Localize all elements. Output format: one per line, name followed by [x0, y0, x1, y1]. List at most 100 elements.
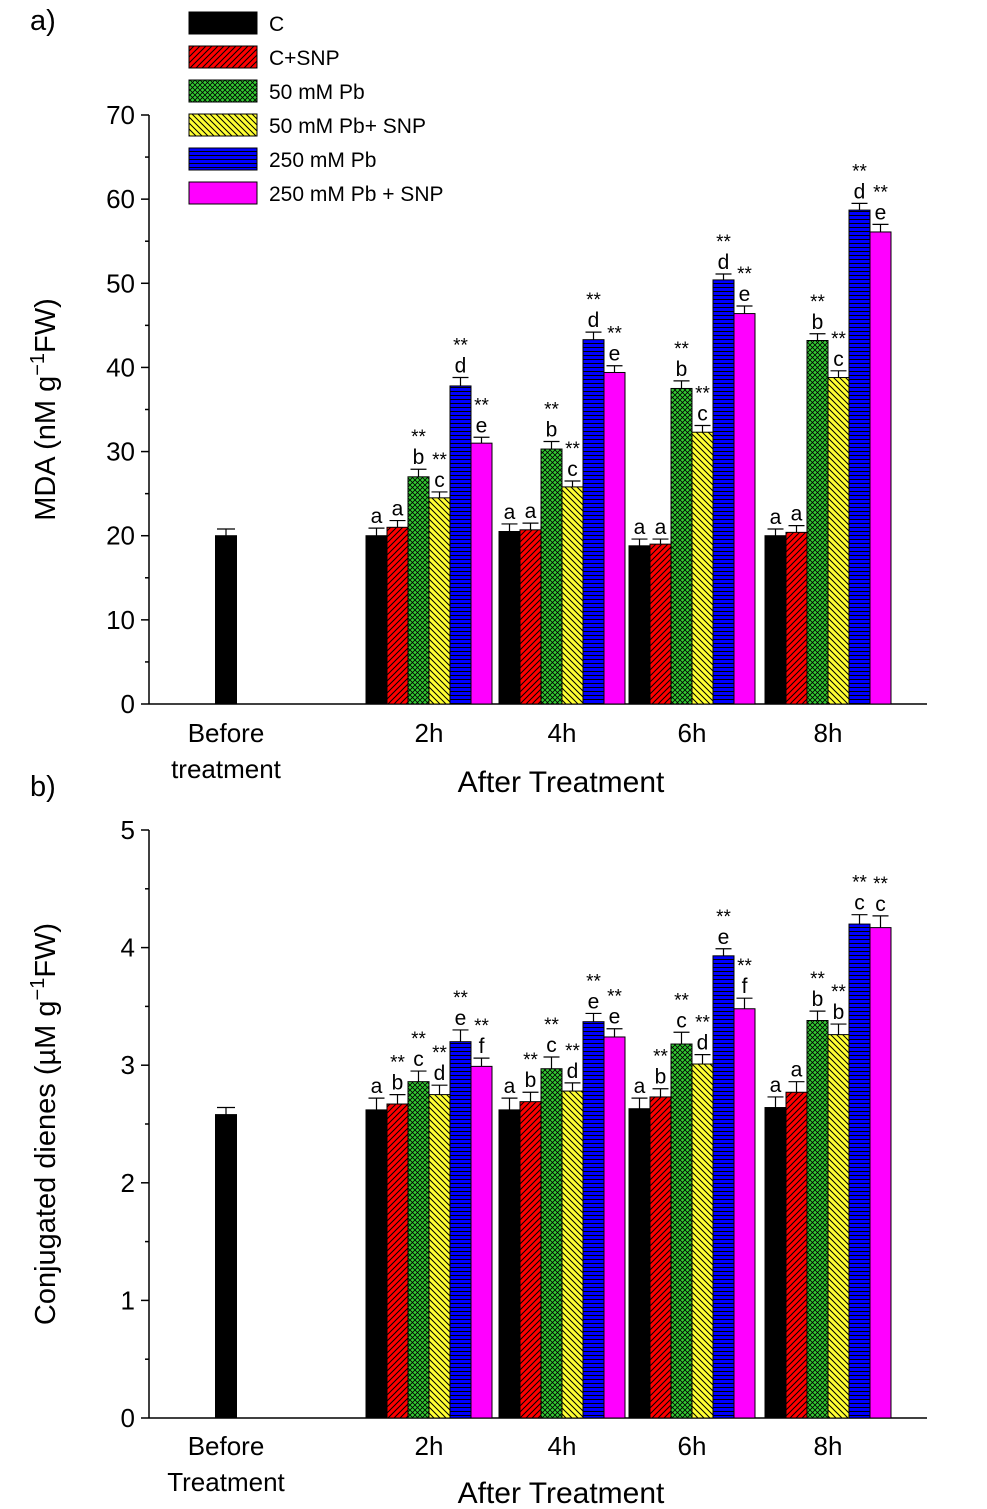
legend: C C+SNP 50 mM Pb 50 mM Pb+ SNP 250 mM Pb 250 …: [188, 11, 444, 206]
x-tick-label: 8h: [814, 718, 843, 748]
error-bar: [652, 538, 669, 545]
y-tick-label: 0: [121, 1403, 135, 1433]
y-tick-label: 60: [106, 184, 135, 214]
significance-stars: **: [411, 427, 426, 448]
significance-letter: b: [546, 418, 558, 441]
significance-stars: **: [831, 329, 846, 350]
significance-stars: **: [695, 1013, 710, 1034]
significance-letter: e: [609, 1006, 621, 1029]
bar-6h-Pb250SNP: [733, 1008, 756, 1419]
bar-4h-CSNP: [519, 529, 542, 705]
significance-letter: d: [854, 180, 866, 203]
bar-2h-C: [365, 1109, 388, 1419]
bar-8h-Pb50: [806, 1020, 829, 1419]
significance-letter: b: [525, 1069, 537, 1092]
error-bar: [851, 202, 868, 211]
significance-stars: **: [474, 395, 489, 416]
bar-2h-Pb250SNP: [470, 442, 493, 705]
bar-4h-CSNP: [519, 1101, 542, 1419]
error-bar: [473, 1057, 490, 1067]
panel-label: a): [30, 5, 56, 37]
significance-letter: b: [655, 1066, 667, 1089]
bar-6h-Pb250SNP: [733, 313, 756, 705]
before-treatment-label: Before: [188, 718, 265, 748]
legend-label-Pb250: 250 mM Pb: [269, 149, 376, 172]
bar-before-treatment: [215, 1114, 237, 1419]
significance-letter: e: [455, 1007, 467, 1030]
significance-letter: c: [413, 1048, 424, 1071]
y-axis-label-tail: FW): [30, 298, 62, 353]
bar-2h-Pb50: [407, 1081, 430, 1419]
bar-before-treatment: [215, 535, 237, 705]
significance-letter: b: [812, 311, 824, 334]
significance-stars: **: [523, 1050, 538, 1071]
error-bar: [543, 440, 560, 450]
x-tick-label: 2h: [415, 1431, 444, 1461]
error-bar: [217, 528, 235, 536]
error-bar: [767, 528, 784, 536]
significance-stars: **: [695, 383, 710, 404]
error-bar: [715, 948, 732, 956]
bar-4h-Pb250: [582, 339, 605, 705]
bar-8h-Pb250: [848, 923, 871, 1419]
bar-8h-Pb50SNP: [827, 377, 850, 705]
significance-letter: e: [718, 926, 730, 949]
error-bar: [809, 1010, 826, 1021]
bar-4h-Pb250SNP: [603, 1036, 626, 1419]
significance-letter: e: [476, 414, 488, 437]
y-axis-label-sup: −1: [27, 353, 49, 376]
legend-swatch-Pb50: [188, 79, 258, 103]
bar-4h-Pb50: [540, 448, 563, 705]
y-tick-label: 2: [121, 1168, 135, 1198]
significance-letter: e: [588, 990, 600, 1013]
bar-8h-Pb50: [806, 340, 829, 705]
significance-letter: b: [812, 988, 824, 1011]
legend-swatch-Pb250: [188, 147, 258, 171]
significance-stars: **: [453, 336, 468, 357]
error-bar: [389, 1094, 406, 1105]
significance-letter: d: [588, 309, 600, 332]
y-tick-label: 40: [106, 352, 135, 382]
error-bar: [631, 538, 648, 546]
y-tick-label: 3: [121, 1050, 135, 1080]
x-tick-label: 4h: [548, 718, 577, 748]
significance-letter: a: [392, 498, 404, 521]
significance-stars: **: [432, 450, 447, 471]
legend-swatch-Pb50SNP: [188, 113, 258, 137]
error-bar: [452, 1029, 469, 1042]
error-bar: [851, 914, 868, 925]
bar-6h-Pb50: [670, 1043, 693, 1419]
bar-8h-Pb250SNP: [869, 927, 892, 1419]
bar-4h-C: [498, 1109, 521, 1419]
error-bar: [431, 491, 448, 498]
significance-letter: b: [392, 1072, 404, 1095]
y-axis-label-tail: FW): [30, 923, 62, 978]
significance-letter: d: [434, 1062, 446, 1085]
x-tick-label: 8h: [814, 1431, 843, 1461]
significance-stars: **: [565, 439, 580, 460]
error-bar: [673, 1031, 690, 1045]
y-tick-label: 20: [106, 521, 135, 551]
bar-8h-Pb50SNP: [827, 1034, 850, 1419]
legend-label-CSNP: C+SNP: [269, 47, 340, 70]
significance-letter: a: [504, 501, 516, 524]
error-bar: [368, 1097, 385, 1110]
significance-stars: **: [586, 971, 601, 992]
error-bar: [788, 1081, 805, 1093]
error-bar: [389, 519, 406, 528]
significance-letter: a: [791, 1059, 803, 1082]
y-axis-label-main: Conjugated dienes (µM g: [30, 1000, 62, 1325]
significance-letter: f: [742, 975, 748, 998]
legend-label-Pb50: 50 mM Pb: [269, 81, 365, 104]
error-bar: [543, 1056, 560, 1069]
x-axis-label: After Treatment: [458, 1477, 665, 1509]
significance-letter: c: [854, 892, 865, 915]
significance-stars: **: [674, 990, 689, 1011]
significance-stars: **: [586, 290, 601, 311]
error-bar: [736, 997, 753, 1009]
bar-6h-CSNP: [649, 543, 672, 705]
x-tick-label: 4h: [548, 1431, 577, 1461]
x-tick-label: 6h: [678, 718, 707, 748]
bar-8h-C: [764, 1107, 787, 1419]
